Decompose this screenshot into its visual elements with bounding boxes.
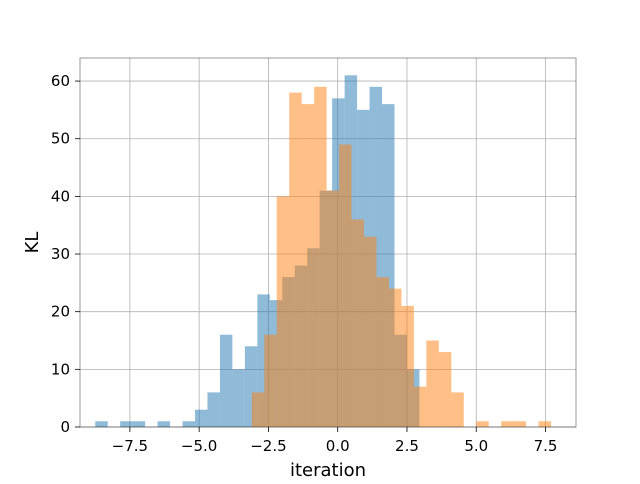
histogram-bar [476,421,489,427]
histogram-bar [364,236,377,427]
histogram-bar [182,421,195,427]
histogram-bar [132,421,146,427]
y-tick-label: 50 [51,130,70,148]
histogram-bar [388,288,402,427]
histogram-bar [276,196,290,427]
histogram-bar [251,392,265,427]
x-tick-label: −7.5 [112,437,148,455]
histogram-bar [264,334,277,427]
y-tick-label: 0 [60,418,70,436]
histogram-bar [426,340,439,427]
histogram-bar [401,305,414,427]
x-tick-label: −5.0 [181,437,217,455]
histogram-bar [326,190,340,427]
histogram-bar [194,409,208,427]
histogram-bar [301,104,315,427]
histogram-bar [538,421,552,427]
y-tick-label: 30 [51,245,70,263]
histogram-bar [339,144,352,427]
histogram-bar [376,277,389,427]
y-tick-label: 10 [51,360,70,378]
histogram-bar [351,219,365,427]
y-tick-label: 60 [51,72,70,90]
plot-frame [79,57,577,428]
histogram-bar [501,421,514,427]
histogram-bar [95,421,108,427]
x-tick-label: 5.0 [464,437,488,455]
y-tick-label: 40 [51,187,70,205]
ticks: −7.5 −5.0 −2.5 0.0 2.5 5.0 7.5 0 10 20 30 40 50 60 [51,72,558,455]
y-tick-label: 20 [51,303,70,321]
x-tick-label: 7.5 [534,437,558,455]
histogram-bar [219,334,233,427]
histogram-bar [289,92,302,427]
y-axis-label: KL [22,232,43,254]
histogram-bar [120,421,133,427]
x-axis-label: iteration [290,460,366,480]
histogram-bar [207,392,220,427]
histogram-bar [413,386,427,427]
bars [95,75,552,427]
histogram-bar [157,421,171,427]
x-tick-label: 0.0 [326,437,350,455]
x-tick-label: −2.5 [250,437,286,455]
histogram-bar [438,352,452,427]
x-tick-label: 2.5 [395,437,419,455]
histogram-bar [232,369,245,427]
histogram-bar [314,86,327,427]
histogram-bar [451,392,464,427]
histogram-bar [513,421,527,427]
